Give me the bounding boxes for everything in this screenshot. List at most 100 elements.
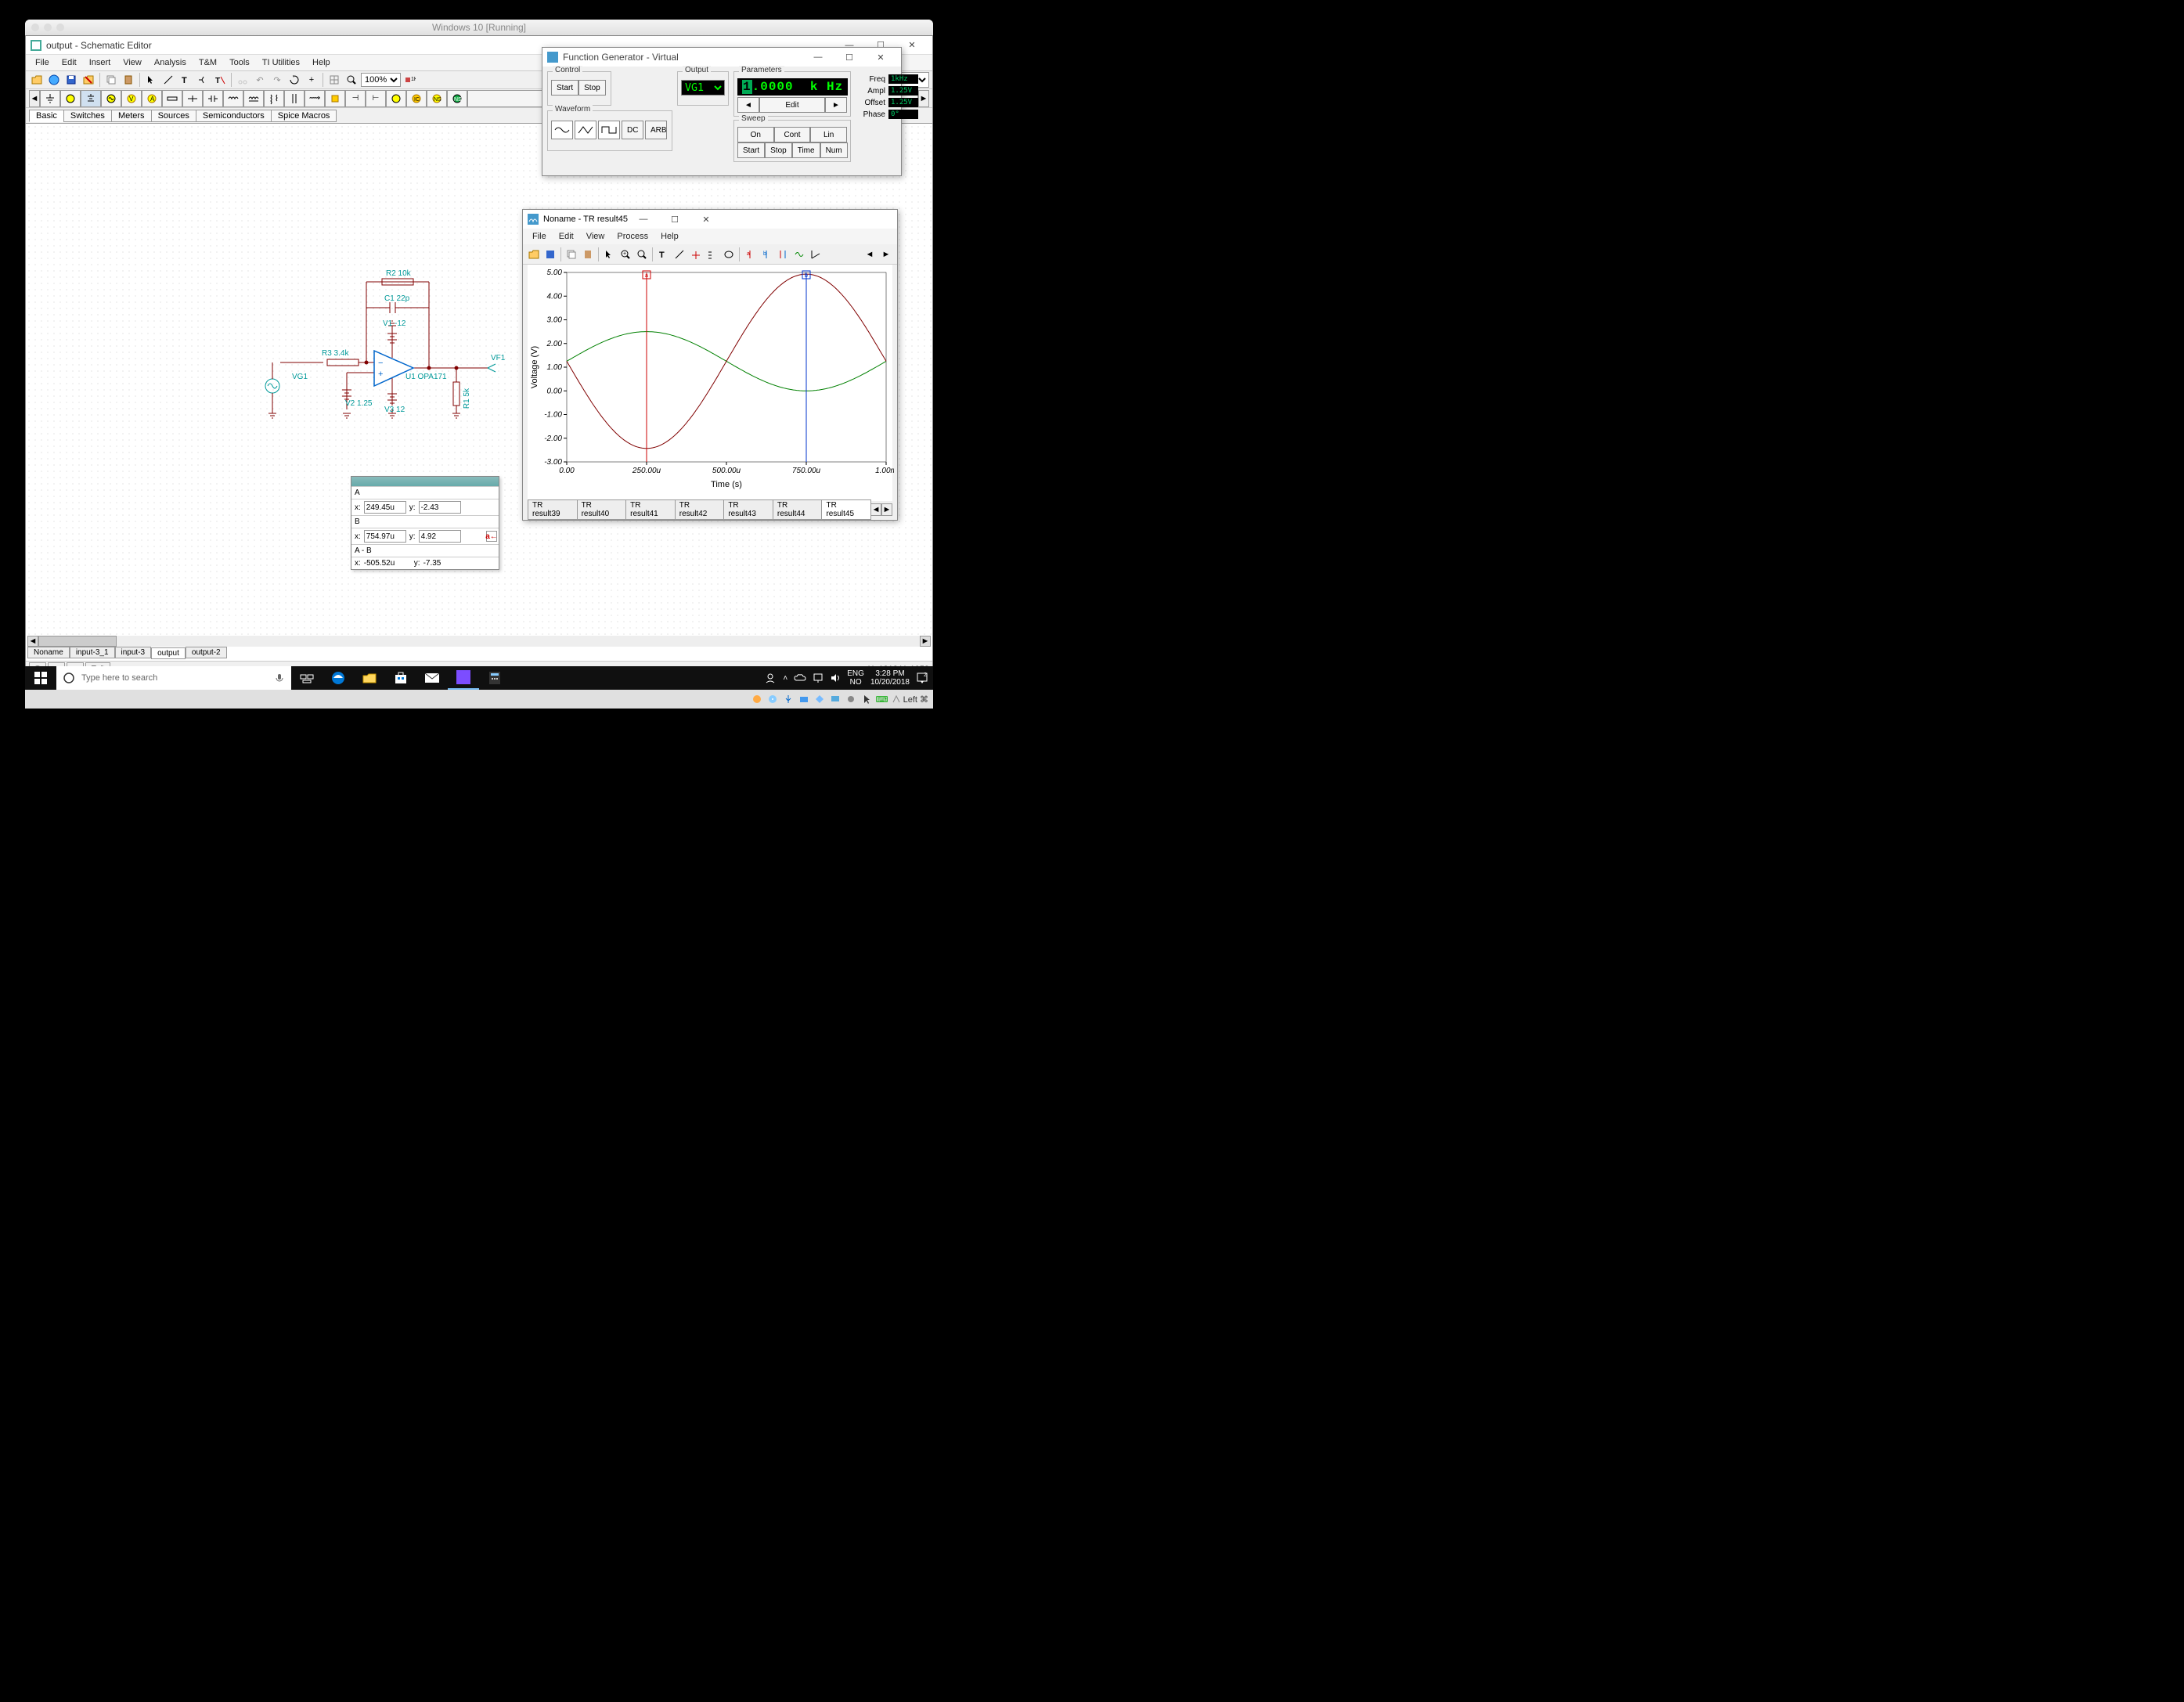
fgen-minimize-button[interactable]: — xyxy=(802,49,834,66)
tr-menu-help[interactable]: Help xyxy=(654,230,685,243)
grid-icon[interactable] xyxy=(326,72,342,88)
wave-triangle-button[interactable] xyxy=(575,121,596,139)
inductor-icon[interactable] xyxy=(223,90,243,107)
ns-icon[interactable]: NS xyxy=(427,90,447,107)
tr-tab-44[interactable]: TR result44 xyxy=(773,499,823,520)
wave-sine-button[interactable] xyxy=(551,121,573,139)
web-icon[interactable] xyxy=(46,72,62,88)
tr-zoom-in-icon[interactable]: + xyxy=(618,247,633,262)
zoom-select[interactable]: 100% xyxy=(361,73,401,87)
param-freq[interactable]: 1kHz xyxy=(888,74,918,84)
menu-analysis[interactable]: Analysis xyxy=(148,56,193,69)
tr-measure-icon[interactable] xyxy=(775,247,791,262)
explorer-icon[interactable] xyxy=(354,666,385,690)
wave-arb-button[interactable]: ARB xyxy=(645,121,667,139)
search-box[interactable]: Type here to search xyxy=(56,666,291,690)
cursor-panel-titlebar[interactable] xyxy=(351,477,499,486)
battery-icon[interactable] xyxy=(81,90,101,107)
people-icon[interactable] xyxy=(764,672,777,684)
undo-icon[interactable]: ↶ xyxy=(252,72,268,88)
vgen-icon[interactable] xyxy=(101,90,121,107)
lcd-edit-button[interactable]: Edit xyxy=(759,97,825,113)
tr-menu-view[interactable]: View xyxy=(580,230,611,243)
menu-file[interactable]: File xyxy=(29,56,56,69)
sheet-tab-output2[interactable]: output-2 xyxy=(186,647,227,658)
cursor-b-y[interactable] xyxy=(419,530,461,543)
tr-tab-42[interactable]: TR result42 xyxy=(675,499,725,520)
tina-app-icon[interactable] xyxy=(448,666,479,690)
jumper-icon[interactable]: ⟿ xyxy=(305,90,325,107)
tr-tab-left[interactable]: ◄ xyxy=(870,503,881,516)
tray-chevron-icon[interactable]: ˄ xyxy=(783,674,787,683)
vm-display-icon[interactable] xyxy=(829,693,842,705)
vgen2-icon[interactable]: V xyxy=(121,90,142,107)
param-ampl[interactable]: 1.25V xyxy=(888,86,918,96)
notifications-icon[interactable]: 2 xyxy=(916,672,928,684)
param-offset[interactable]: 1.25V xyxy=(888,98,918,107)
fgen-start-button[interactable]: Start xyxy=(551,80,578,96)
tab-spice[interactable]: Spice Macros xyxy=(271,110,337,122)
jumper2-icon[interactable]: ⊣ xyxy=(345,90,366,107)
sheet-tab-output[interactable]: output xyxy=(151,647,186,659)
mic-icon[interactable] xyxy=(274,673,285,683)
menu-tools[interactable]: Tools xyxy=(223,56,256,69)
vm-titlebar[interactable]: Windows 10 [Running] xyxy=(25,20,933,35)
tr-paste-icon[interactable] xyxy=(580,247,596,262)
resistor-icon[interactable] xyxy=(162,90,182,107)
pointer-icon[interactable] xyxy=(143,72,159,88)
tr-scroll-right-icon[interactable]: ► xyxy=(878,247,894,262)
sweep-cont-button[interactable]: Cont xyxy=(774,127,811,142)
tr-cursor-a-icon[interactable]: a xyxy=(742,247,758,262)
fgen-close-button[interactable]: ✕ xyxy=(865,49,896,66)
tr-minimize-button[interactable]: — xyxy=(628,211,659,228)
resistor2-icon[interactable] xyxy=(182,90,203,107)
sheet-tab-input31[interactable]: input-3_1 xyxy=(70,647,115,658)
rotate-icon[interactable] xyxy=(287,72,302,88)
transformer2-icon[interactable] xyxy=(284,90,305,107)
wave-dc-button[interactable]: DC xyxy=(622,121,643,139)
sweep-time-button[interactable]: Time xyxy=(792,142,820,158)
vm-usb-icon[interactable] xyxy=(782,693,795,705)
element-icon[interactable] xyxy=(325,90,345,107)
tr-zoom-out-icon[interactable] xyxy=(634,247,650,262)
tr-cursor-b-icon[interactable]: b xyxy=(759,247,774,262)
sweep-lin-button[interactable]: Lin xyxy=(810,127,847,142)
menu-help[interactable]: Help xyxy=(306,56,337,69)
tr-menu-file[interactable]: File xyxy=(526,230,553,243)
component-search-icon[interactable]: 1K xyxy=(402,72,418,88)
cursor-a-x[interactable] xyxy=(364,501,406,514)
sheet-scrollbar[interactable]: ◄ ► xyxy=(27,636,931,647)
ns2-icon[interactable]: NS xyxy=(447,90,467,107)
bus-icon[interactable] xyxy=(195,72,211,88)
tray-clock[interactable]: 3:28 PM 10/20/2018 xyxy=(870,669,910,687)
tab-semiconductors[interactable]: Semiconductors xyxy=(196,110,272,122)
start-button[interactable] xyxy=(25,666,56,690)
cursor-a-y[interactable] xyxy=(419,501,461,514)
vsource-icon[interactable] xyxy=(60,90,81,107)
tray-volume-icon[interactable] xyxy=(830,673,841,683)
tr-scroll-left-icon[interactable]: ◄ xyxy=(862,247,878,262)
sheet-tab-input3[interactable]: input-3 xyxy=(115,647,152,658)
vm-keyboard-icon[interactable]: ⌨ xyxy=(876,693,888,705)
tr-save-icon[interactable] xyxy=(542,247,558,262)
tr-text-icon[interactable]: T xyxy=(655,247,671,262)
vm-traffic-lights[interactable] xyxy=(31,23,64,31)
task-view-icon[interactable] xyxy=(291,666,323,690)
tr-tab-45[interactable]: TR result45 xyxy=(821,499,871,520)
param-phase[interactable]: 0° xyxy=(888,110,918,119)
tab-switches[interactable]: Switches xyxy=(63,110,112,122)
calc-icon[interactable] xyxy=(479,666,510,690)
tr-plot-area[interactable]: -3.00-2.00-1.000.001.002.003.004.005.000… xyxy=(528,265,892,501)
mail-icon[interactable] xyxy=(416,666,448,690)
tab-basic[interactable]: Basic xyxy=(29,110,64,122)
ground-icon[interactable] xyxy=(40,90,60,107)
sweep-stop-button[interactable]: Stop xyxy=(765,142,792,158)
copy-icon[interactable] xyxy=(103,72,119,88)
vm-rec-icon[interactable] xyxy=(845,693,857,705)
cursor-b-x[interactable] xyxy=(364,530,406,543)
tr-titlebar[interactable]: Noname - TR result45 — ☐ ✕ xyxy=(523,210,897,229)
sweep-start-button[interactable]: Start xyxy=(737,142,765,158)
tr-menu-edit[interactable]: Edit xyxy=(553,230,580,243)
fgen-titlebar[interactable]: Function Generator - Virtual — ☐ ✕ xyxy=(542,48,901,67)
store-icon[interactable] xyxy=(385,666,416,690)
